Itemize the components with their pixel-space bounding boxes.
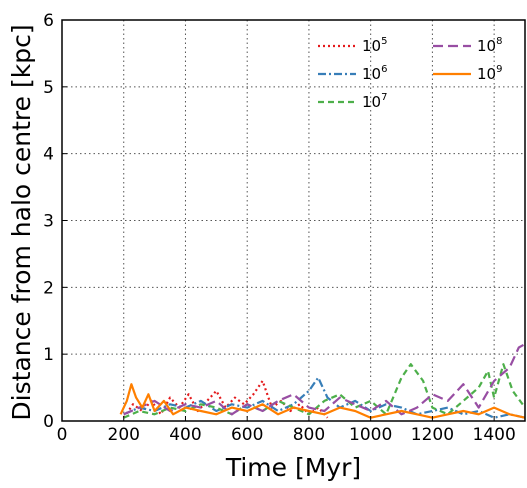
x-axis-title: Time [Myr] xyxy=(225,453,361,482)
series-line-10-9 xyxy=(119,383,525,419)
series-line-10-5 xyxy=(122,379,329,419)
x-tick-label: 1400 xyxy=(473,425,516,445)
x-axis-ticks: 0 200 400 600 800 1000 1200 1400 xyxy=(57,416,516,445)
x-tick-label: 1000 xyxy=(349,425,392,445)
series-layer xyxy=(119,343,525,419)
legend-label: 108 xyxy=(477,36,502,55)
legend-label: 107 xyxy=(362,92,387,111)
plot-frame xyxy=(61,19,526,422)
series-line-10-6 xyxy=(123,376,525,419)
y-tick-label: 6 xyxy=(43,11,54,31)
legend-label: 109 xyxy=(477,64,502,83)
y-tick-label: 4 xyxy=(43,145,54,165)
y-tick-label: 0 xyxy=(43,412,54,432)
x-tick-label: 200 xyxy=(108,425,140,445)
legend-label: 105 xyxy=(362,36,387,55)
x-tick-label: 800 xyxy=(293,425,325,445)
x-tick-label: 0 xyxy=(57,425,68,445)
series-line-10-7 xyxy=(123,363,525,419)
legend: 105 106 107 108 109 xyxy=(318,36,502,111)
legend-label: 106 xyxy=(362,64,387,83)
x-tick-label: 1200 xyxy=(411,425,454,445)
x-tick-label: 400 xyxy=(169,425,201,445)
series-line-10-8 xyxy=(123,343,525,416)
grid-lines xyxy=(61,19,525,422)
y-tick-label: 3 xyxy=(43,212,54,232)
y-axis-ticks: 0 1 2 3 4 5 6 xyxy=(43,11,67,432)
y-tick-label: 1 xyxy=(43,345,54,365)
y-axis-title: Distance from halo centre [kpc] xyxy=(7,24,36,420)
y-tick-label: 2 xyxy=(43,278,54,298)
y-tick-label: 5 xyxy=(43,78,54,98)
x-tick-label: 600 xyxy=(231,425,263,445)
